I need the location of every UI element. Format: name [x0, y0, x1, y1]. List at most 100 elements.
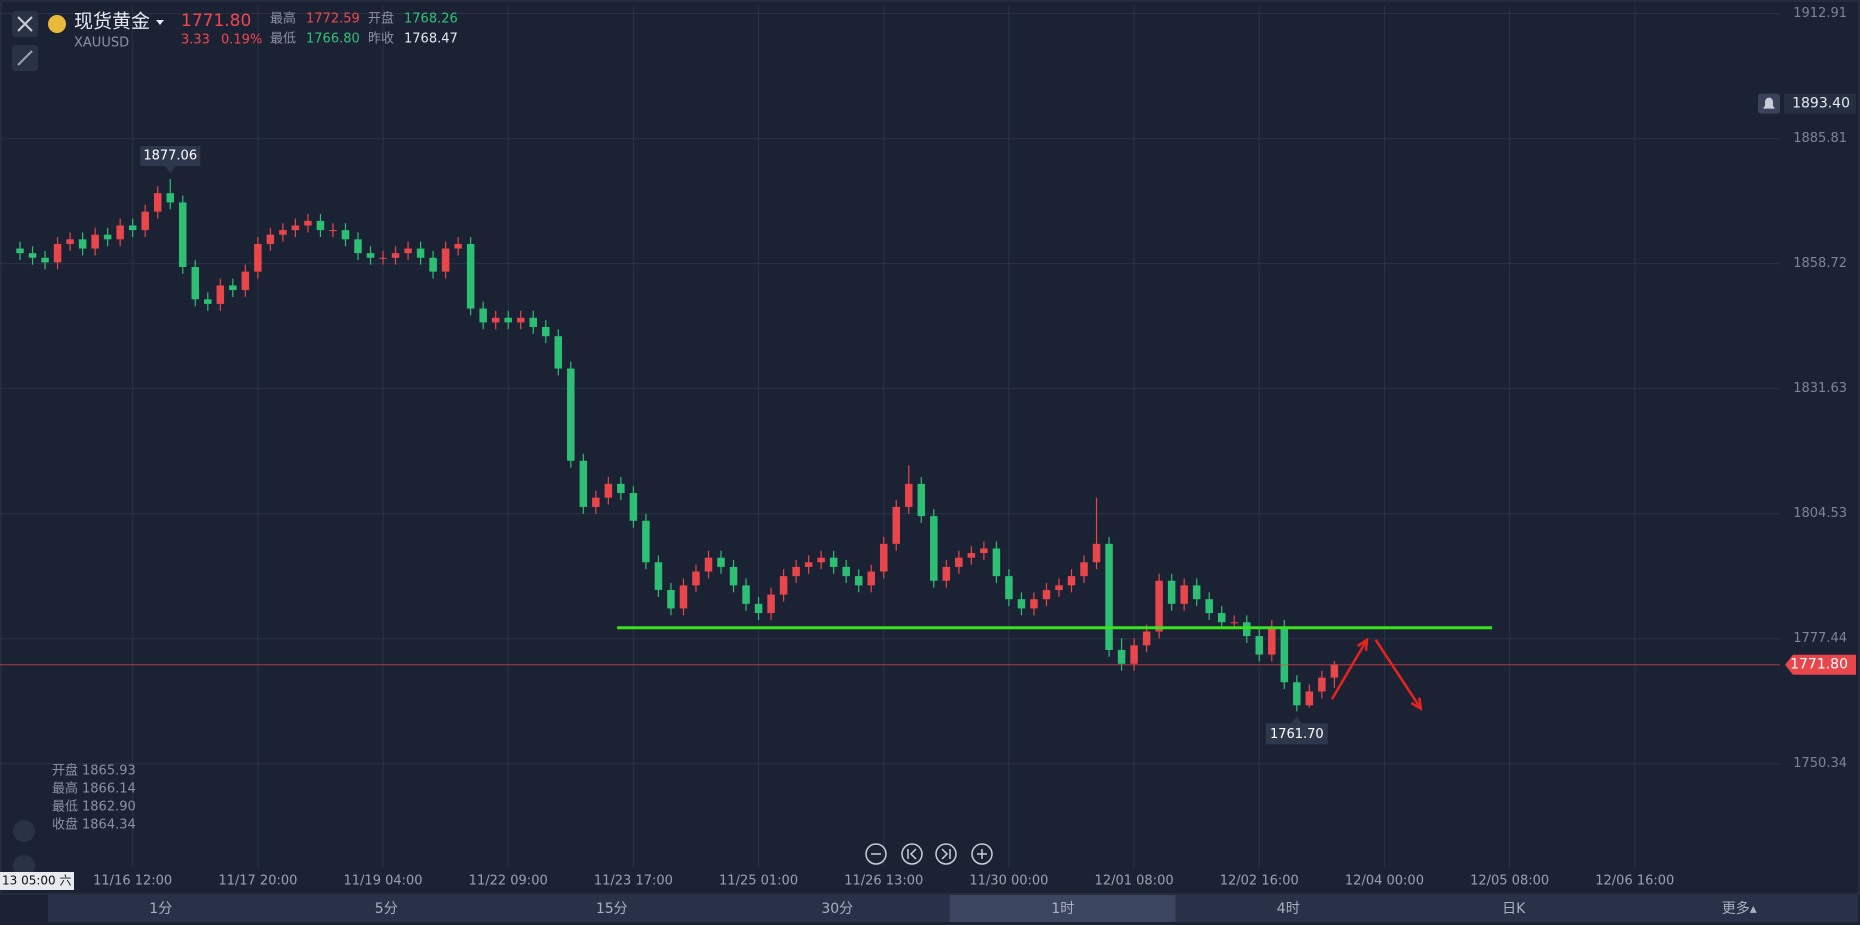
low-label: 1761.70: [1270, 727, 1324, 742]
x-tick-label: 11/22 09:00: [469, 874, 548, 889]
candle-body: [654, 562, 663, 590]
timeframe-button[interactable]: 日K: [1502, 901, 1526, 917]
candle-body: [804, 562, 813, 567]
candle-body: [91, 234, 99, 249]
candle-body: [204, 299, 212, 304]
high-label: 1877.06: [143, 149, 197, 164]
candle-body: [441, 248, 450, 272]
candle-body: [679, 585, 688, 609]
candle-body: [930, 516, 938, 581]
pin-icon[interactable]: [17, 50, 33, 66]
candle-body: [1230, 622, 1238, 624]
low-pointer: [1291, 716, 1302, 724]
candle-body: [1293, 682, 1301, 706]
candle-body: [1155, 580, 1163, 632]
candle-body: [454, 243, 462, 249]
candle-body: [366, 253, 375, 258]
candle-body: [504, 317, 512, 323]
alert-label: 1893.40: [1792, 96, 1850, 112]
candle-body: [391, 253, 400, 258]
x-tick-label: 11/19 04:00: [344, 874, 423, 889]
candle-body: [1017, 599, 1026, 609]
candle-body: [379, 257, 387, 259]
high-pointer: [165, 166, 176, 174]
alert-bell-icon[interactable]: [1763, 97, 1775, 109]
candle-body: [704, 557, 713, 572]
close-icon[interactable]: [17, 16, 33, 32]
x-tick-label: 12/02 16:00: [1220, 874, 1299, 889]
candle-body: [516, 317, 525, 323]
candle-body: [579, 460, 588, 507]
candle-body: [604, 483, 613, 498]
candle-body: [1180, 585, 1188, 604]
candle-body: [905, 483, 913, 507]
candle-body: [692, 571, 700, 586]
x-tick-label: 11/30 00:00: [969, 874, 1048, 889]
candle-body: [629, 493, 638, 521]
frame: [0, 0, 1860, 895]
candle-body: [78, 239, 87, 249]
candle-body: [179, 202, 187, 268]
candle-body: [316, 220, 325, 231]
candle-body: [479, 308, 487, 323]
candle-body: [1105, 543, 1113, 650]
candle-body: [1318, 677, 1326, 692]
close-button[interactable]: [12, 11, 38, 37]
candle-body: [216, 285, 225, 304]
timeframe-button[interactable]: 4时: [1277, 901, 1300, 917]
candle-body: [329, 230, 337, 232]
drawing-arrow: [1374, 639, 1422, 710]
candle-body: [1080, 562, 1088, 577]
timeframe-button[interactable]: 15分: [596, 901, 628, 917]
x-tick-label: 11/25 01:00: [719, 874, 798, 889]
candle-body: [103, 234, 112, 240]
candle-body: [354, 239, 362, 254]
candle-body: [66, 239, 74, 244]
candle-body: [829, 557, 838, 567]
timeframe-button[interactable]: 30分: [821, 901, 853, 917]
timeframe-selected[interactable]: [950, 895, 1176, 922]
timeframe-button[interactable]: 更多▴: [1722, 900, 1757, 917]
candle-body: [592, 497, 600, 507]
candle-body: [291, 225, 300, 231]
y-tick-label: 1804.53: [1793, 506, 1847, 521]
candle-body: [667, 589, 675, 609]
candle-body: [980, 548, 988, 554]
candle-body: [141, 211, 149, 231]
timeframe-button[interactable]: 5分: [375, 901, 398, 917]
candle-body: [842, 566, 850, 577]
candle-body: [1255, 636, 1264, 655]
pin-button[interactable]: [12, 45, 38, 71]
candle-body: [742, 585, 750, 604]
candle-body: [1167, 580, 1176, 604]
candle-body: [867, 571, 875, 586]
low-tag: [1265, 723, 1328, 745]
candle-body: [1268, 626, 1276, 655]
candle-body: [1117, 649, 1126, 664]
candle-body: [166, 193, 174, 203]
x-tick-label: 12/06 16:00: [1595, 874, 1674, 889]
candle-body: [128, 225, 137, 231]
candle-body: [879, 543, 888, 572]
candle-body: [567, 368, 575, 461]
candle-body: [854, 576, 863, 586]
y-tick-label: 1777.44: [1793, 631, 1847, 646]
candle-body: [254, 243, 262, 272]
timeframe-button[interactable]: 1时: [1051, 901, 1074, 917]
y-tick-label: 1831.63: [1793, 381, 1847, 396]
candle-body: [304, 220, 312, 226]
candle-body: [1042, 589, 1051, 600]
candle-body: [116, 225, 124, 240]
candle-body: [229, 285, 237, 291]
candle-body: [53, 243, 62, 263]
candle-body: [1280, 626, 1289, 683]
x-tick-label: 12/04 00:00: [1345, 874, 1424, 889]
candle-body: [466, 243, 475, 309]
candle-body: [779, 576, 788, 595]
candle-body: [892, 506, 901, 544]
candle-body: [917, 483, 926, 517]
y-tick-label: 1750.34: [1793, 756, 1847, 771]
candle-body: [1067, 576, 1076, 586]
timeframe-button[interactable]: 1分: [149, 901, 172, 917]
